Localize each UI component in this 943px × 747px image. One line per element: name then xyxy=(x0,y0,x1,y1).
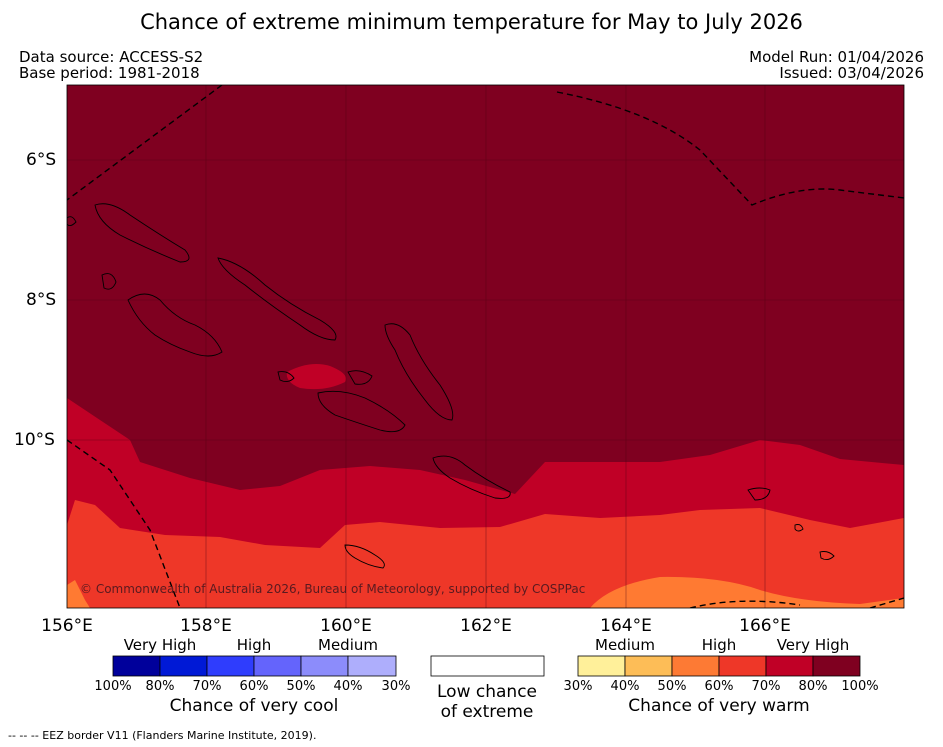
cool-tick: 100% xyxy=(94,679,132,694)
meta-right: Model Run: 01/04/2026 Issued: 03/04/2026 xyxy=(749,49,924,81)
low-chance-colorbar xyxy=(430,655,545,677)
copyright-notice: © Commonwealth of Australia 2026, Bureau… xyxy=(80,582,586,596)
cool-tier-label: Very High xyxy=(123,636,197,654)
warm-tick: 60% xyxy=(704,679,734,694)
cool-tier-label: High xyxy=(236,636,272,654)
lon-label: 164°E xyxy=(600,616,652,636)
vanikoro-island xyxy=(819,551,835,561)
high-warm-patch xyxy=(286,364,346,390)
low-chance-title: Low chance of extreme xyxy=(437,682,537,722)
eez-border xyxy=(67,85,904,608)
warm-tier-label: High xyxy=(701,636,737,654)
warm-tick: 70% xyxy=(751,679,781,694)
cool-tick: 40% xyxy=(333,679,363,694)
coastlines xyxy=(67,203,835,569)
makira-island xyxy=(344,544,385,569)
graticule xyxy=(67,85,904,608)
model-run-label: Model Run: 01/04/2026 xyxy=(749,48,924,66)
ontong-java-dot xyxy=(67,216,77,227)
cool-tick: 50% xyxy=(286,679,316,694)
warm-tick: 50% xyxy=(657,679,687,694)
issued-label: Issued: 03/04/2026 xyxy=(779,64,924,82)
russell-islands xyxy=(277,371,295,383)
warm-tier-label: Very High xyxy=(776,636,850,654)
new-georgia-islands xyxy=(127,293,223,357)
orange-region-east xyxy=(590,576,904,608)
lat-label: 6°S xyxy=(26,150,57,170)
warm-colorbar xyxy=(577,655,861,677)
orange-region xyxy=(67,580,90,608)
cool-tick: 60% xyxy=(239,679,269,694)
meta-left: Data source: ACCESS-S2 Base period: 1981… xyxy=(19,49,203,81)
utupua-island xyxy=(794,524,804,532)
malaita-island xyxy=(432,455,511,499)
lat-label: 10°S xyxy=(14,430,55,450)
warm-tier-label: Medium xyxy=(595,636,655,654)
choiseul-island xyxy=(217,257,337,341)
warm-tick: 30% xyxy=(563,679,593,694)
lon-label: 162°E xyxy=(460,616,512,636)
warm-tick: 40% xyxy=(610,679,640,694)
warm-legend-title: Chance of very warm xyxy=(628,696,810,716)
lat-label: 8°S xyxy=(26,290,57,310)
santa-cruz-island xyxy=(747,487,771,501)
lon-label: 166°E xyxy=(739,616,791,636)
lon-label: 156°E xyxy=(41,616,93,636)
santa-isabel-island xyxy=(384,323,454,421)
bougainville-island xyxy=(94,203,190,263)
cool-colorbar xyxy=(112,655,397,677)
guadalcanal-island xyxy=(317,390,406,433)
base-period-label: Base period: 1981-2018 xyxy=(19,64,200,82)
cool-legend-title: Chance of very cool xyxy=(169,696,339,716)
warm-tick: 80% xyxy=(798,679,828,694)
lon-label: 160°E xyxy=(320,616,372,636)
nggela-islands xyxy=(347,370,373,385)
map-title: Chance of extreme minimum temperature fo… xyxy=(140,10,803,34)
low-chance-line2: of extreme xyxy=(440,702,534,722)
cool-tick: 70% xyxy=(192,679,222,694)
cool-tick: 30% xyxy=(381,679,411,694)
cool-tick: 80% xyxy=(145,679,175,694)
vella-lavella-island xyxy=(101,273,117,290)
eez-footnote: -- -- -- EEZ border V11 (Flanders Marine… xyxy=(8,729,317,742)
lon-label: 158°E xyxy=(180,616,232,636)
data-source-label: Data source: ACCESS-S2 xyxy=(19,48,204,66)
warm-tick: 100% xyxy=(841,679,879,694)
cool-tier-label: Medium xyxy=(318,636,378,654)
low-chance-line1: Low chance xyxy=(437,682,537,702)
